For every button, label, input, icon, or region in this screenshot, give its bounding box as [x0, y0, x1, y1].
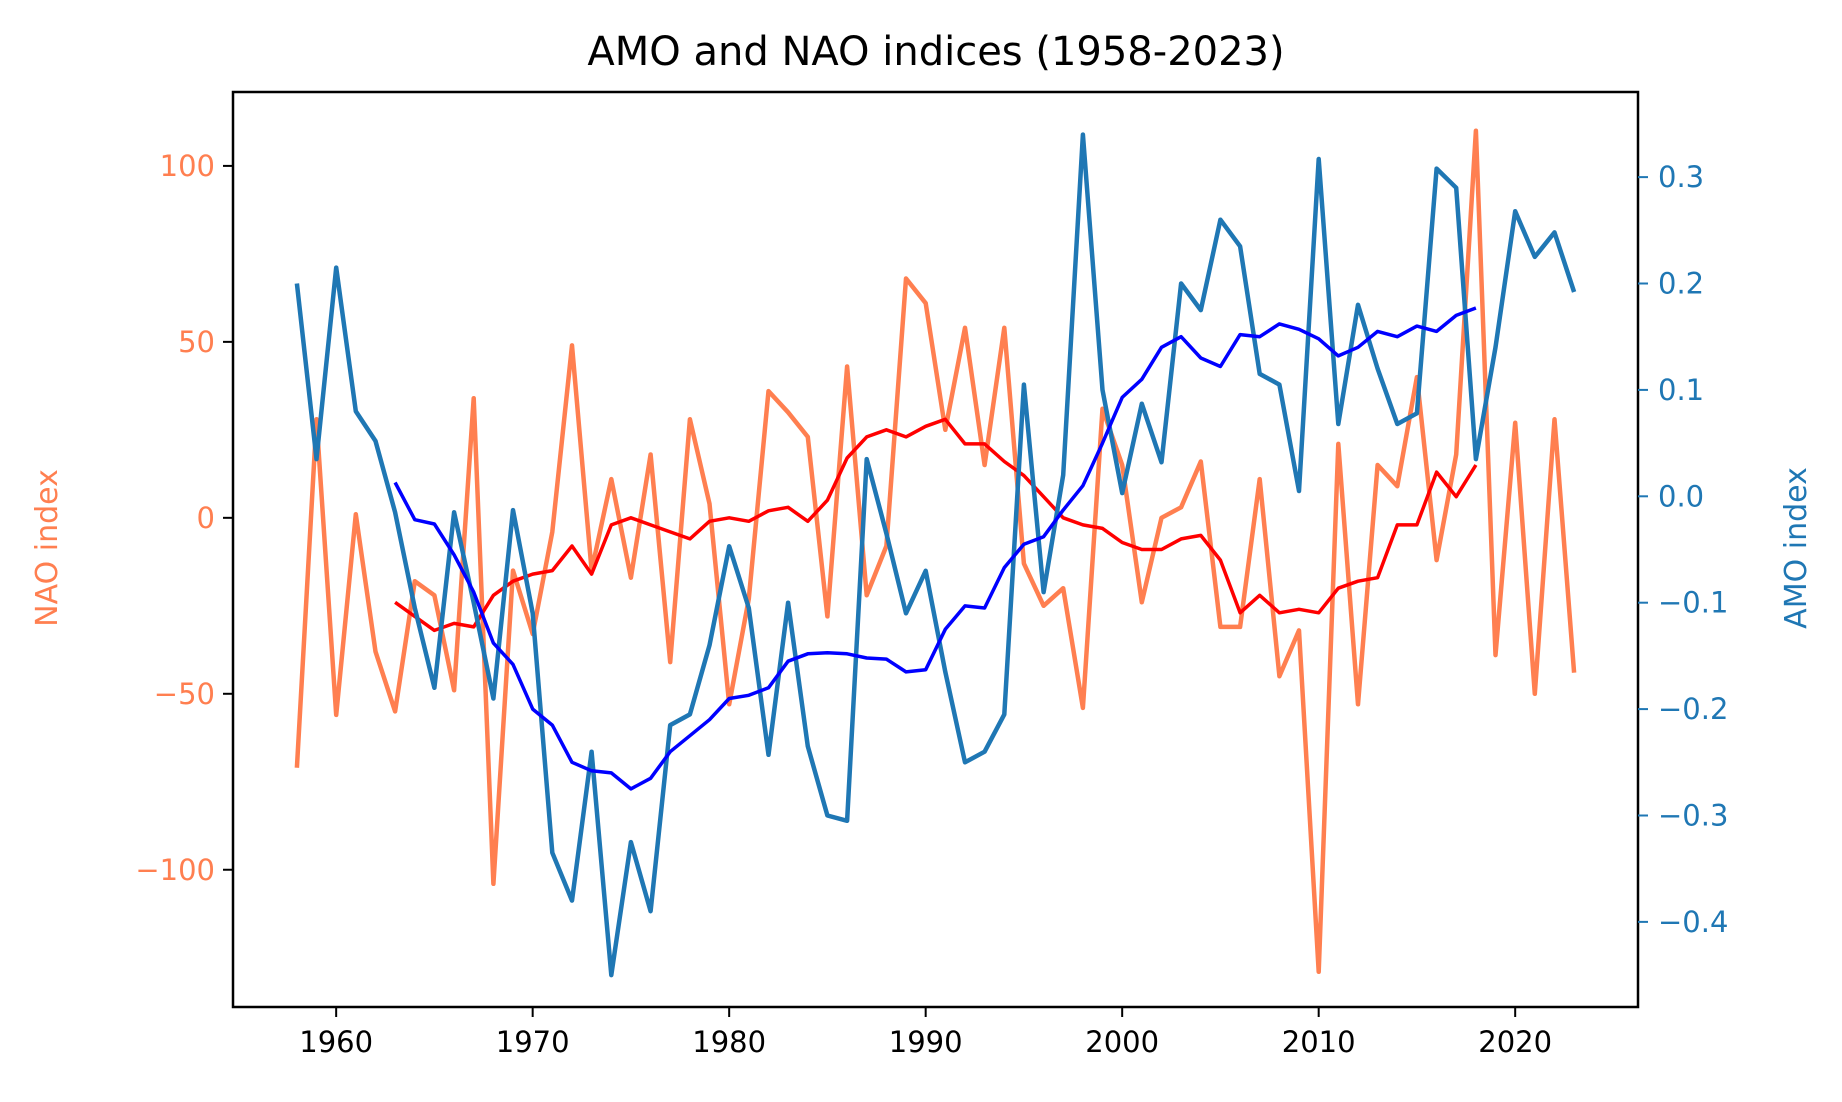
series-line-nao-smooth — [394, 417, 1478, 633]
x-tick-label: 2020 — [1478, 1025, 1552, 1059]
y-right-tick-label: 0.0 — [1658, 479, 1704, 513]
y-left-tick-label: 100 — [160, 149, 215, 183]
y-left-tick-label: 50 — [178, 325, 215, 359]
x-tick-label: 1970 — [496, 1025, 570, 1059]
y-axis-label-left: NAO index — [30, 469, 65, 627]
y-right-tick-label: 0.1 — [1658, 373, 1704, 407]
x-tick-label: 1960 — [299, 1025, 373, 1059]
series-line-amo-smooth — [393, 306, 1477, 791]
chart-title: AMO and NAO indices (1958-2023) — [587, 29, 1284, 75]
y-right-tick-label: −0.1 — [1658, 586, 1728, 620]
y-left-tick-label: 0 — [197, 501, 215, 535]
x-tick-label: 1980 — [692, 1025, 766, 1059]
y-right-tick-label: 0.3 — [1658, 160, 1704, 194]
y-right-tick-label: −0.3 — [1658, 798, 1728, 832]
x-tick-label: 2000 — [1085, 1025, 1159, 1059]
y-right-tick-label: 0.2 — [1658, 267, 1704, 301]
y-left-tick-label: −50 — [154, 677, 215, 711]
plot-frame — [231, 90, 1640, 1009]
series-line-nao — [294, 128, 1577, 975]
series-line-amo — [294, 132, 1577, 978]
y-right-tick-label: −0.2 — [1658, 692, 1728, 726]
x-tick-label: 2010 — [1282, 1025, 1356, 1059]
y-right-tick-label: −0.4 — [1658, 905, 1728, 939]
x-tick-label: 1990 — [889, 1025, 963, 1059]
y-left-tick-label: −100 — [135, 853, 215, 887]
y-axis-label-right: AMO index — [1779, 467, 1814, 629]
